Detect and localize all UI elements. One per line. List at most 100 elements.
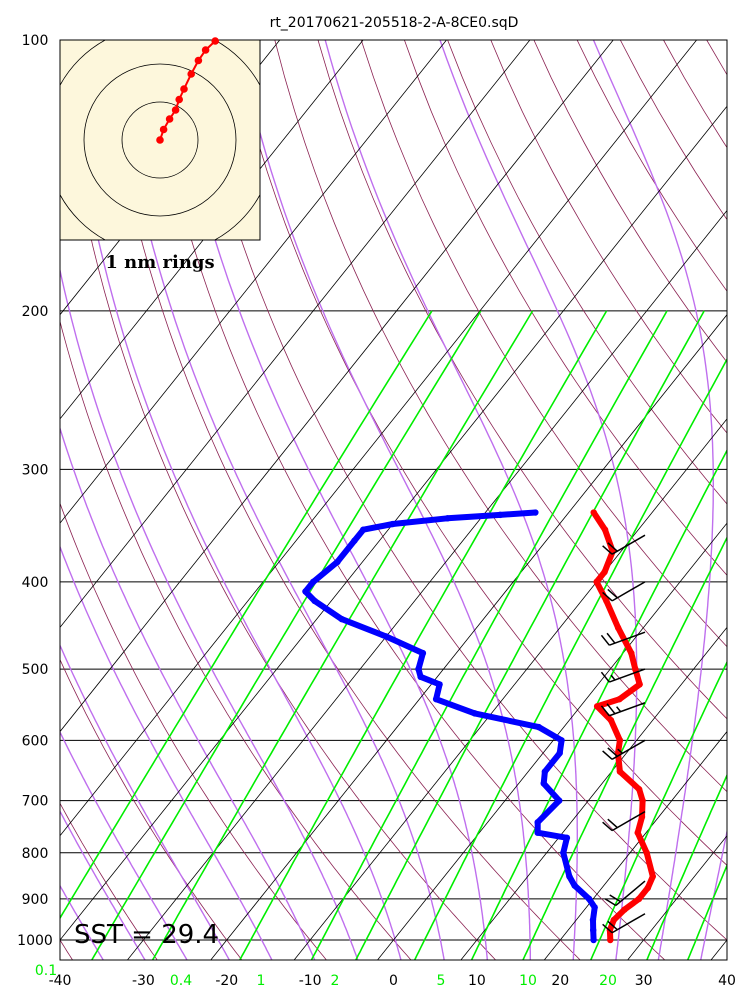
dewpoint-point [338, 615, 345, 623]
wind-barb-staff [611, 581, 646, 602]
isotherm-line [710, 939, 727, 960]
temperature-point [644, 884, 652, 892]
pressure-tick-label: 1000 [17, 933, 53, 949]
temperature-point [601, 568, 608, 576]
moist-adiabat-line [592, 40, 714, 960]
pressure-tick-label: 700 [22, 794, 49, 810]
dry-adiabat-line [706, 40, 727, 76]
wind-barb [600, 631, 646, 646]
hodograph-point [175, 95, 183, 104]
isotherm-line [60, 40, 448, 524]
isotherm-line [460, 626, 727, 960]
dewpoint-point [351, 537, 358, 544]
mixing-ratio-line [646, 773, 727, 960]
dry-adiabat-line [60, 319, 412, 960]
wind-barb [604, 880, 646, 907]
isotherm-line [0, 0, 63, 977]
wind-barb-staff [611, 739, 646, 760]
temperature-point [593, 578, 600, 586]
wind-barb-staff [609, 668, 646, 683]
pressure-tick-label: 100 [22, 33, 49, 49]
dry-adiabat-line [403, 40, 727, 576]
dewpoint-point [556, 797, 563, 804]
dewpoint-point [589, 926, 597, 934]
wind-barb-flag [607, 542, 618, 552]
hodograph-ring [121, 101, 199, 179]
mixing-ratio-line [413, 357, 727, 960]
temperature-point [636, 681, 643, 688]
temperature-point [643, 849, 650, 856]
hodograph-trace [159, 40, 216, 141]
temperature-point [635, 895, 643, 903]
temperature-point [635, 786, 643, 793]
temperature-point [607, 717, 615, 724]
temperature-tick-label: -10 [299, 973, 322, 989]
dry-adiabat-line [490, 40, 727, 434]
dewpoint-point [590, 936, 597, 944]
wind-barb-flag [602, 750, 613, 760]
wind-barb-staff [615, 880, 646, 907]
dewpoint-point [389, 520, 396, 528]
hodograph-point [180, 85, 188, 93]
dewpoint-point [417, 673, 424, 681]
hodograph-ring [83, 63, 237, 217]
wind-barb-flag [602, 821, 613, 832]
temperature-tick-label: 40 [718, 973, 736, 989]
dewpoint-line [302, 509, 598, 943]
wind-barb-flag [604, 898, 617, 907]
wind-barb [602, 581, 646, 602]
isotherm-line [60, 105, 727, 941]
dry-adiabat-line [619, 40, 727, 221]
hodograph-label: 1 nm rings [105, 252, 214, 273]
pressure-tick-label: 800 [22, 846, 49, 862]
dry-adiabat-line [101, 40, 581, 960]
wind-barb-flag [602, 923, 613, 934]
pressure-tick-label: 400 [22, 575, 49, 591]
dewpoint-point [311, 597, 318, 605]
dewpoint-point [471, 710, 478, 717]
isotherm-line [293, 418, 727, 960]
isotherm-line [627, 835, 727, 960]
pressure-tick-label: 300 [22, 462, 49, 478]
dry-adiabats [60, 40, 727, 960]
hodograph-point [171, 106, 180, 114]
dewpoint-point [532, 509, 539, 516]
moist-adiabat-line [60, 544, 273, 960]
mixing-ratio-line [354, 310, 705, 960]
dewpoint-point [302, 588, 309, 595]
wind-barb-flag [602, 591, 613, 602]
dewpoint-point [571, 882, 578, 889]
moist-adiabat-line [60, 884, 105, 960]
hodograph-point [165, 115, 174, 123]
isotherm-line [210, 314, 727, 960]
dry-adiabat-line [60, 658, 243, 960]
dewpoint-point [382, 633, 390, 640]
dewpoint-series [302, 509, 598, 944]
hodograph-point [201, 46, 210, 54]
mixing-ratio-label: 5 [437, 973, 446, 989]
mixing-ratio-label: 1 [257, 973, 266, 989]
dewpoint-point [589, 916, 597, 924]
moist-adiabats [60, 40, 727, 960]
temperature-point [610, 916, 618, 924]
hodograph-rings [60, 40, 260, 240]
mixing-ratio-line [522, 535, 727, 960]
hodograph-point [194, 56, 203, 65]
temperature-point [632, 665, 639, 673]
dewpoint-point [566, 873, 573, 880]
dry-adiabat-line [663, 40, 727, 149]
temperature-point [649, 873, 656, 880]
hodograph-point [156, 136, 164, 144]
wind-barb [600, 702, 646, 717]
wind-barb-flag [606, 703, 616, 715]
pressure-tick-label: 600 [22, 733, 49, 749]
wind-barb-flag [609, 894, 621, 903]
pressure-tick-label: 500 [22, 662, 49, 678]
isotherm-line [60, 40, 614, 733]
temperature-series [590, 509, 656, 944]
mixing-ratio-line [90, 310, 482, 960]
dewpoint-point [432, 695, 440, 703]
dewpoint-point [534, 829, 541, 836]
wind-barb-flag [607, 747, 618, 757]
